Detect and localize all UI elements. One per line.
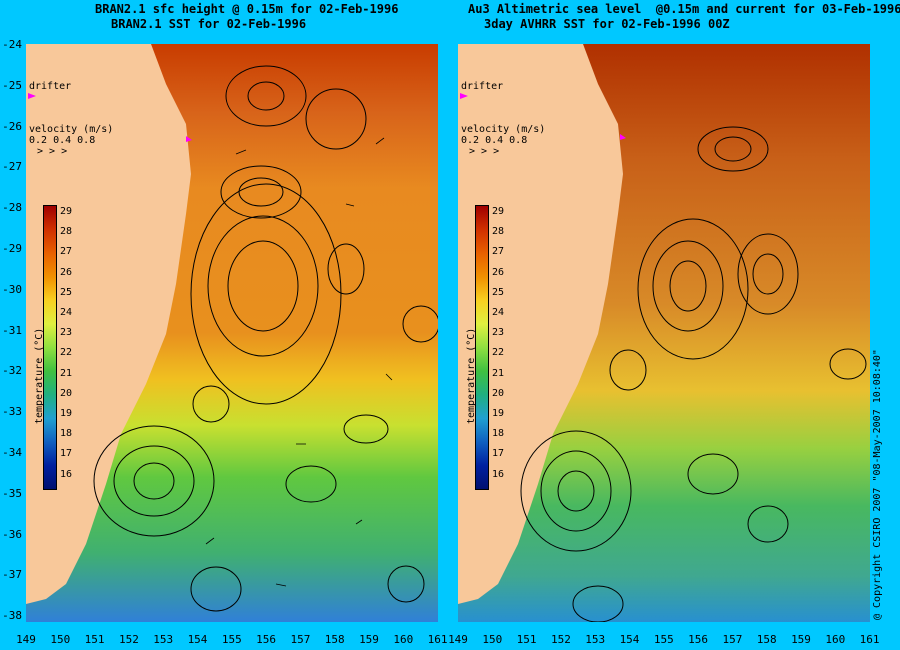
longitude-label: 160 <box>393 633 414 646</box>
longitude-label: 151 <box>516 633 537 646</box>
colorbar-tick-label: 28 <box>60 226 73 238</box>
left-map-svg <box>26 44 438 622</box>
colorbar-tick-label: 16 <box>492 468 505 480</box>
latitude-label: -32 <box>2 364 22 378</box>
longitude-label: 156 <box>256 633 277 646</box>
latitude-label: -36 <box>2 527 22 541</box>
colorbar-tick-label: 18 <box>492 428 505 440</box>
longitude-label: 152 <box>550 633 571 646</box>
colorbar-tick-label: 20 <box>60 387 73 399</box>
latitude-label: -38 <box>2 609 22 623</box>
velocity-legend: velocity (m/s) 0.2 0.4 0.8 > > > <box>461 124 546 157</box>
sea-level-contours <box>520 126 867 622</box>
colorbar-tick-label: 25 <box>60 286 73 298</box>
longitude-label: 160 <box>825 633 846 646</box>
longitude-label: 152 <box>118 633 139 646</box>
colorbar-tick-label: 23 <box>60 327 73 339</box>
latitude-label: -37 <box>2 568 22 582</box>
longitude-label: 153 <box>153 633 174 646</box>
latitude-label: -26 <box>2 119 22 133</box>
longitude-label: 154 <box>619 633 640 646</box>
latitude-label: -31 <box>2 323 22 337</box>
colorbar-tick-label: 27 <box>60 246 73 258</box>
colorbar-tick-label: 21 <box>492 367 505 379</box>
longitude-label: 161 <box>427 633 448 646</box>
longitude-label: 157 <box>290 633 311 646</box>
temperature-colorbar <box>43 205 57 490</box>
latitude-label: -29 <box>2 242 22 255</box>
latitude-label: -27 <box>2 160 22 174</box>
drifter-marker-1 <box>28 93 36 99</box>
latitude-label: -30 <box>2 282 22 296</box>
longitude-label: 158 <box>324 633 345 646</box>
colorbar-tick-label: 24 <box>492 307 505 318</box>
colorbar-tick-label: 23 <box>492 327 505 339</box>
latitude-label: -28 <box>2 201 22 215</box>
left-map-panel: drifter velocity (m/s) 0.2 0.4 0.8 > > > t… <box>26 44 438 622</box>
drifter-marker-2 <box>620 134 626 140</box>
longitude-label: 155 <box>221 633 242 646</box>
longitude-label: 157 <box>722 633 743 646</box>
temperature-colorbar <box>475 205 489 490</box>
colorbar-title: temperature (°C) <box>466 327 477 424</box>
longitude-label: 149 <box>16 633 36 646</box>
longitude-label: 154 <box>187 633 208 646</box>
colorbar-tick-label: 29 <box>492 206 505 217</box>
colorbar-tick-label: 19 <box>492 408 505 419</box>
colorbar-tick-label: 22 <box>492 347 505 359</box>
longitude-label: 150 <box>50 633 71 646</box>
colorbar-tick-label: 28 <box>492 226 505 238</box>
longitude-label: 159 <box>359 633 379 646</box>
copyright-notice: @ Copyright CSIRO 2007 "08-May-2007 10:0… <box>872 349 883 620</box>
longitude-label: 161 <box>859 633 880 646</box>
latitude-label: -24 <box>2 38 22 51</box>
drifter-label: drifter <box>29 81 72 92</box>
drifter-label: drifter <box>461 81 504 92</box>
land-coastline <box>458 44 623 604</box>
right-map-panel: drifter velocity (m/s) 0.2 0.4 0.8 > > > t… <box>458 44 870 622</box>
colorbar-tick-label: 26 <box>60 266 73 278</box>
drifter-marker-1 <box>460 93 468 99</box>
longitude-label: 155 <box>653 633 674 646</box>
velocity-legend: velocity (m/s) 0.2 0.4 0.8 > > > <box>29 124 114 157</box>
colorbar-tick-label: 17 <box>60 448 73 460</box>
longitude-label: 151 <box>84 633 105 646</box>
land-coastline <box>26 44 191 604</box>
right-map-title: Au3 Altimetric sea level @0.15m and curr… <box>468 2 900 31</box>
colorbar-tick-label: 19 <box>60 408 73 419</box>
colorbar-tick-label: 17 <box>492 448 505 460</box>
colorbar-tick-label: 26 <box>492 266 505 278</box>
latitude-label: -25 <box>2 78 22 92</box>
longitude-label: 159 <box>791 633 811 646</box>
colorbar-tick-label: 20 <box>492 387 505 399</box>
colorbar-tick-label: 18 <box>60 428 73 440</box>
colorbar-tick-label: 22 <box>60 347 73 359</box>
colorbar-tick-label: 25 <box>492 286 505 298</box>
longitude-label: 150 <box>482 633 503 646</box>
drifter-marker-2 <box>186 136 192 142</box>
current-arrows <box>205 137 393 587</box>
latitude-label: -33 <box>2 405 22 419</box>
longitude-label: 156 <box>688 633 709 646</box>
colorbar-tick-label: 27 <box>492 246 505 258</box>
sea-height-contours <box>93 65 438 612</box>
colorbar-tick-label: 16 <box>60 468 73 480</box>
longitude-label: 149 <box>448 633 468 646</box>
colorbar-tick-label: 24 <box>60 307 73 318</box>
longitude-label: 158 <box>756 633 777 646</box>
colorbar-tick-label: 21 <box>60 367 73 379</box>
latitude-label: -35 <box>2 486 22 500</box>
left-map-title: BRAN2.1 sfc height @ 0.15m for 02-Feb-19… <box>95 2 399 31</box>
colorbar-title: temperature (°C) <box>34 327 45 424</box>
latitude-label: -34 <box>2 446 22 459</box>
colorbar-tick-label: 29 <box>60 206 73 217</box>
right-map-svg <box>458 44 870 622</box>
longitude-label: 153 <box>585 633 606 646</box>
